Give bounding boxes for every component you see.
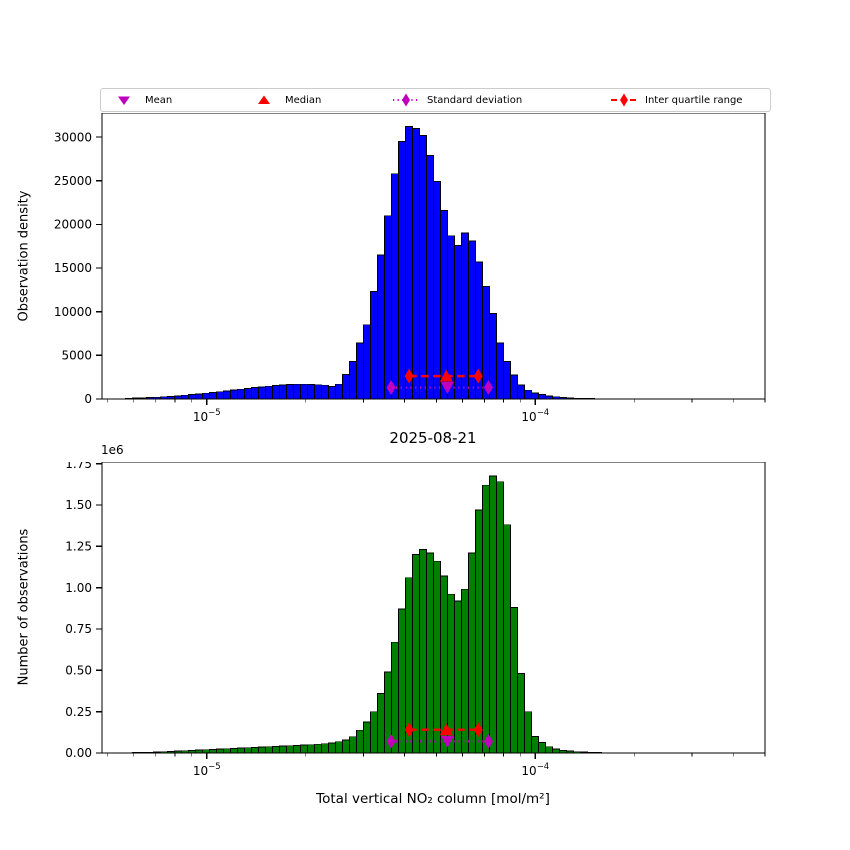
legend-label-iqr: Inter quartile range xyxy=(645,94,743,106)
chart-title: 2025-08-21 xyxy=(389,429,477,447)
bottom-ylabel: Number of observations xyxy=(16,528,32,686)
svg-text:5000: 5000 xyxy=(61,349,92,363)
svg-text:0.50: 0.50 xyxy=(65,664,92,678)
svg-text:1.75: 1.75 xyxy=(65,462,92,471)
top-ylabel: Observation density xyxy=(16,190,32,322)
svg-text:10−5: 10−5 xyxy=(193,762,221,778)
svg-text:1.25: 1.25 xyxy=(65,540,92,554)
legend-item-mean: Mean xyxy=(109,89,172,111)
iqr-marker-icon xyxy=(611,93,637,107)
bottom-chart-canvas: 10−5 10−4 0.00 0.25 0.50 0.75 1.00 1.25 1.50 1.75 xyxy=(65,462,766,778)
svg-text:15000: 15000 xyxy=(54,261,92,275)
svg-text:10−5: 10−5 xyxy=(193,408,221,424)
svg-text:25000: 25000 xyxy=(54,174,92,188)
svg-text:0: 0 xyxy=(84,392,92,406)
median-marker-icon xyxy=(258,95,270,104)
svg-text:10−4: 10−4 xyxy=(521,762,549,778)
svg-text:0.75: 0.75 xyxy=(65,622,92,636)
x-axis-label: Total vertical NO₂ column [mol/m²] xyxy=(316,791,550,807)
svg-text:10−4: 10−4 xyxy=(521,408,549,424)
legend-label-mean: Mean xyxy=(145,94,173,106)
svg-text:1.00: 1.00 xyxy=(65,581,92,595)
svg-text:20000: 20000 xyxy=(54,218,92,232)
svg-text:1.50: 1.50 xyxy=(65,498,92,512)
std-marker-icon xyxy=(393,93,419,107)
y-offset-label: 1e6 xyxy=(101,443,124,457)
svg-text:10000: 10000 xyxy=(54,305,92,319)
legend-item-median: Median xyxy=(249,89,321,111)
svg-text:0.00: 0.00 xyxy=(65,746,92,760)
legend-item-iqr: Inter quartile range xyxy=(609,89,742,111)
legend-label-median: Median xyxy=(285,94,322,106)
mean-marker-icon xyxy=(118,96,130,105)
top-chart-canvas: 10−5 10−4 0 5000 10000 15000 20000 25000 30000 xyxy=(54,113,766,424)
legend-item-std: Standard deviation xyxy=(391,89,522,111)
legend: Mean Median Standard deviation Inter qua… xyxy=(100,88,771,112)
legend-label-std: Standard deviation xyxy=(427,94,523,106)
svg-text:30000: 30000 xyxy=(54,130,92,144)
svg-text:0.25: 0.25 xyxy=(65,705,92,719)
